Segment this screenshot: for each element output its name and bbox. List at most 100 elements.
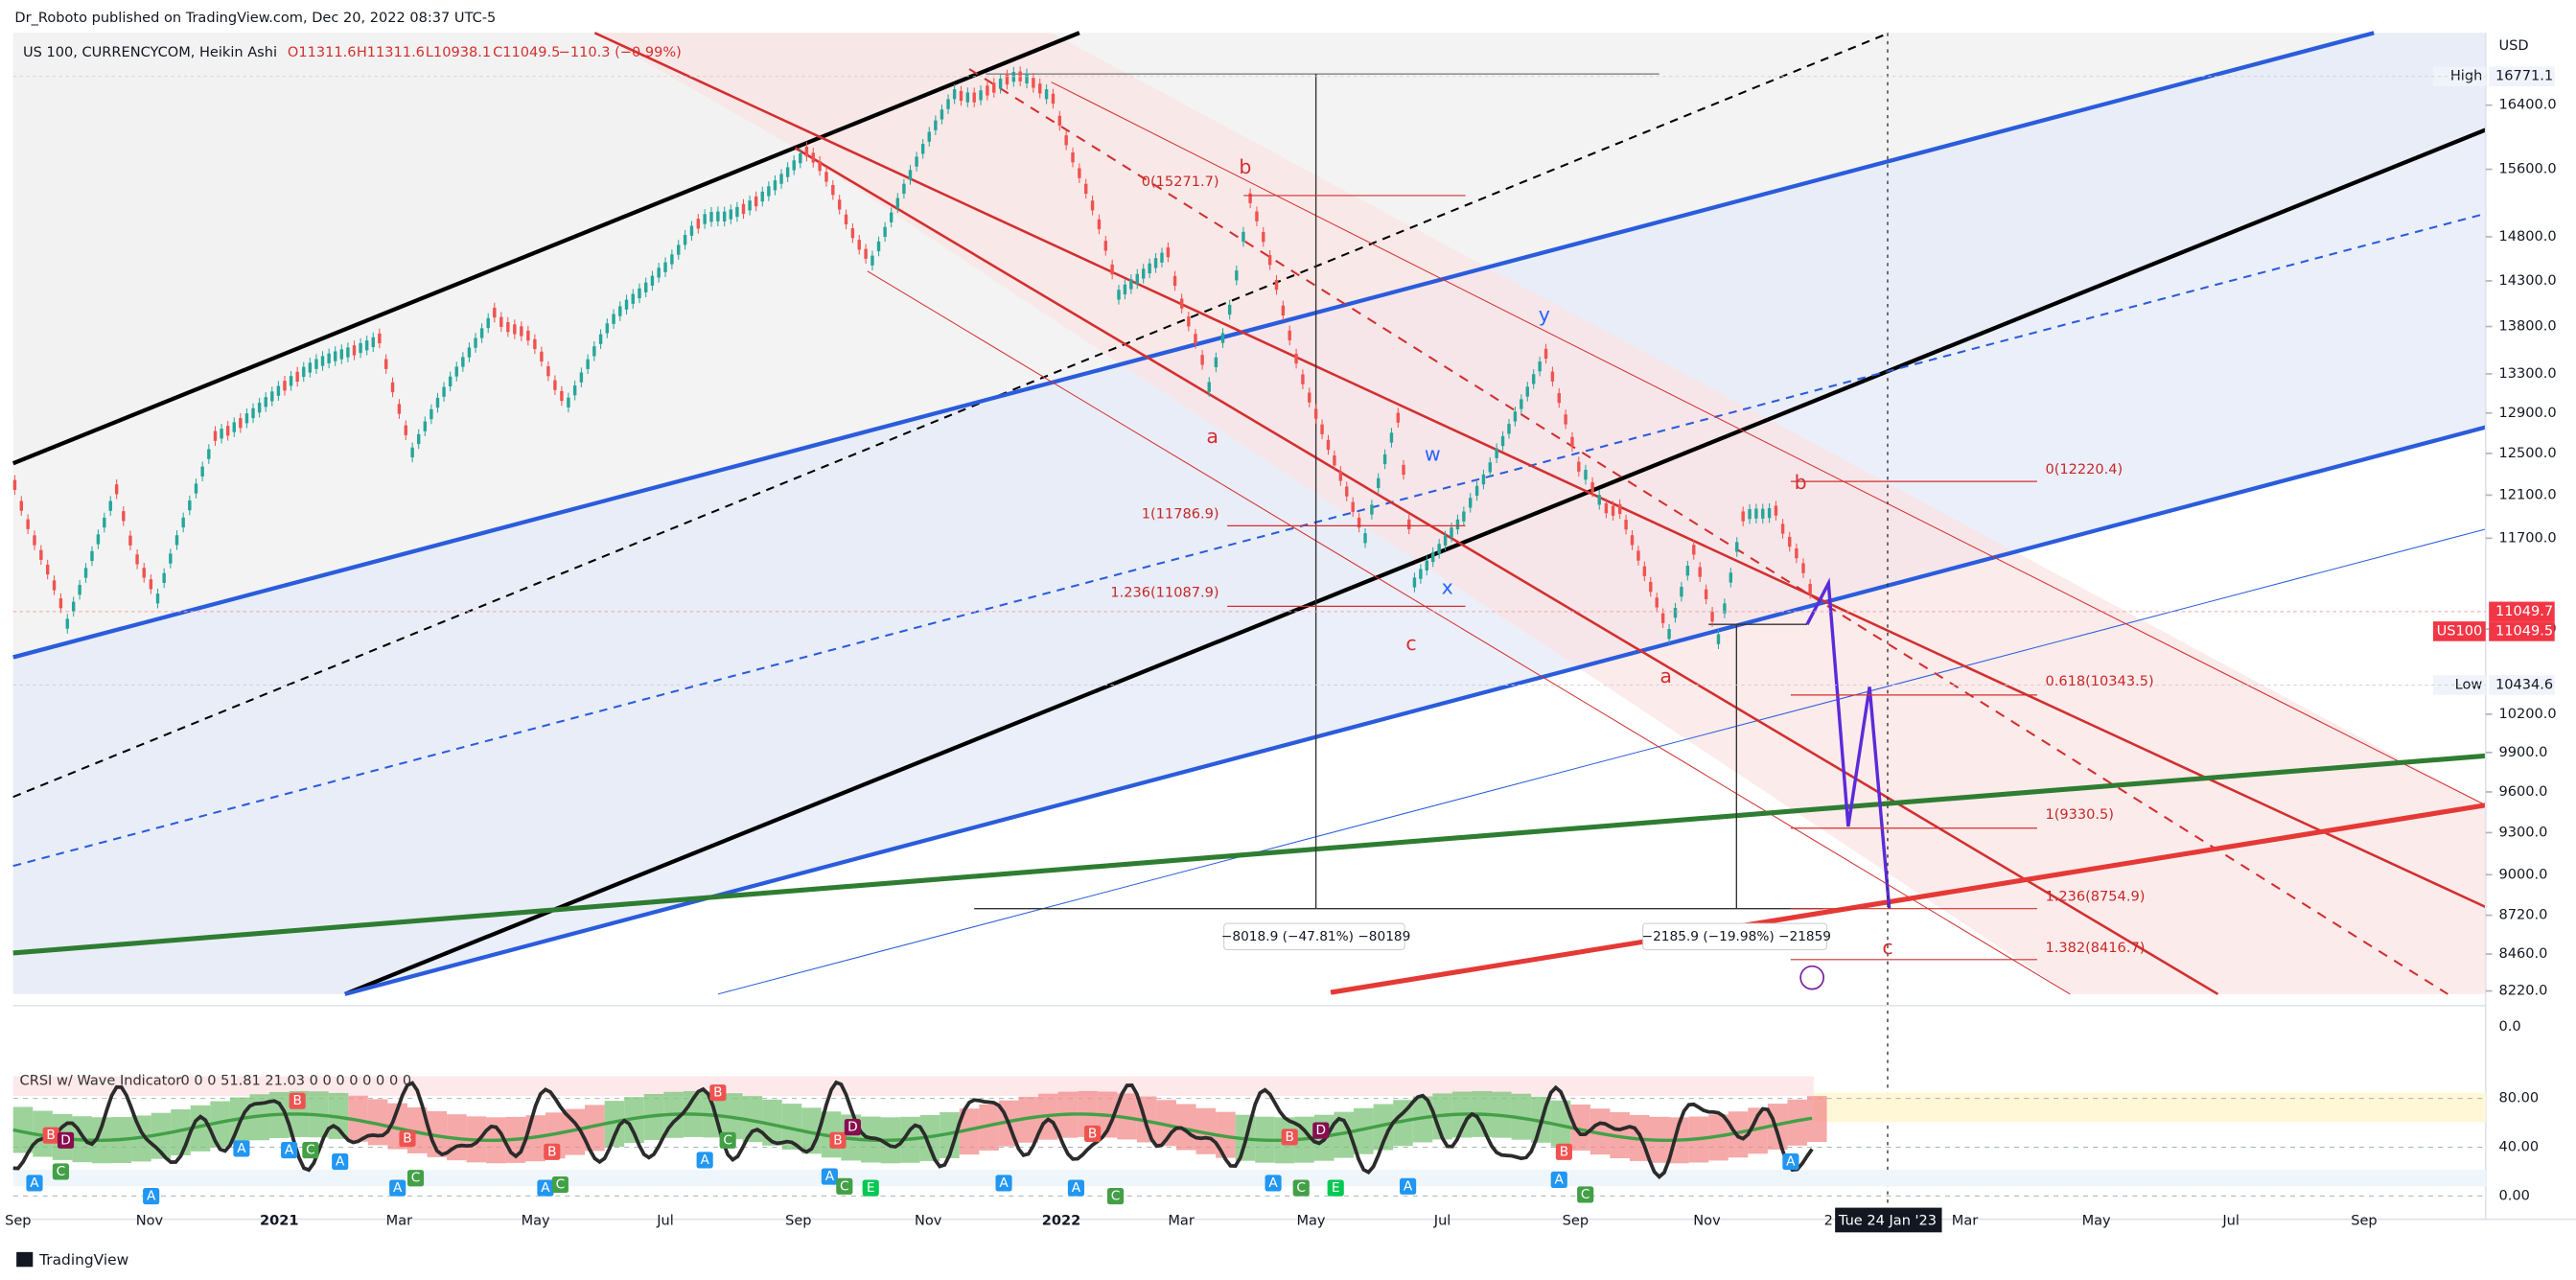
candle-body bbox=[289, 376, 293, 386]
candle-body bbox=[142, 568, 146, 578]
candle-body bbox=[45, 564, 50, 575]
blue-channel-fill bbox=[12, 33, 2486, 994]
candle-body bbox=[804, 146, 809, 157]
signal-box bbox=[1265, 1175, 1282, 1192]
y-tick-label: 12500.0 bbox=[2498, 445, 2556, 461]
candle-body bbox=[1557, 392, 1561, 404]
candle-body bbox=[598, 334, 603, 344]
event-icon[interactable] bbox=[1799, 965, 1825, 990]
signal-label: B bbox=[713, 1085, 722, 1101]
candle-body bbox=[1179, 298, 1184, 309]
fib-label: 0(15271.7) bbox=[1142, 174, 1219, 190]
candle-body bbox=[1148, 263, 1151, 274]
candle-body bbox=[618, 306, 622, 316]
candle-body bbox=[474, 337, 477, 348]
wave-label: y bbox=[1539, 303, 1550, 326]
candle-body bbox=[1214, 357, 1218, 368]
candle-body bbox=[1788, 536, 1792, 547]
candle-body bbox=[96, 534, 101, 545]
candle-body bbox=[1419, 569, 1423, 579]
candle-body bbox=[108, 500, 112, 511]
candle-body bbox=[454, 366, 458, 377]
wave-band bbox=[1334, 1111, 1355, 1158]
x-tick-label: May bbox=[1296, 1212, 1325, 1228]
candle-body bbox=[295, 371, 299, 383]
x-tick-label: Sep bbox=[785, 1212, 811, 1228]
candle-body bbox=[1370, 504, 1374, 515]
candle-body bbox=[1630, 535, 1635, 546]
candle-body bbox=[486, 317, 490, 329]
signal-box bbox=[1281, 1129, 1298, 1146]
candle-body bbox=[767, 186, 771, 197]
y-tick-label: 12100.0 bbox=[2498, 486, 2556, 502]
candle-body bbox=[1780, 524, 1785, 534]
signal-box bbox=[844, 1119, 861, 1136]
wave-label: a bbox=[1659, 664, 1672, 687]
signal-box bbox=[1555, 1143, 1572, 1160]
candle-body bbox=[533, 338, 537, 350]
candle-body bbox=[677, 244, 681, 255]
badge-tag: Low bbox=[2455, 676, 2483, 692]
candle-body bbox=[1351, 501, 1355, 512]
wave-band bbox=[12, 1106, 34, 1153]
signal-box bbox=[1312, 1122, 1330, 1139]
wave-band bbox=[1748, 1107, 1768, 1154]
candle-body bbox=[1308, 392, 1311, 403]
signal-box bbox=[836, 1177, 853, 1195]
candle-body bbox=[251, 407, 255, 419]
candle-body bbox=[818, 160, 822, 172]
candle-body bbox=[612, 314, 615, 324]
ohlc: O11311.6 bbox=[288, 44, 357, 60]
y-tick-label: 80.00 bbox=[2498, 1090, 2539, 1106]
candle-body bbox=[1513, 411, 1518, 422]
signal-box bbox=[995, 1175, 1012, 1192]
candle-body bbox=[1774, 505, 1778, 516]
candle-body bbox=[364, 340, 369, 351]
candle-body bbox=[1227, 304, 1232, 315]
candle-body bbox=[1187, 316, 1191, 327]
wave-label: b bbox=[1795, 471, 1807, 494]
candle-body bbox=[1488, 462, 1492, 473]
signal-label: B bbox=[1560, 1144, 1568, 1159]
candle-body bbox=[1172, 275, 1177, 287]
candle-body bbox=[225, 426, 230, 436]
candle-body bbox=[232, 422, 236, 432]
candle-body bbox=[103, 517, 106, 528]
candle-body bbox=[58, 598, 63, 609]
y-tick-label: 8460.0 bbox=[2498, 945, 2547, 962]
candle-body bbox=[1741, 511, 1745, 522]
candle-body bbox=[586, 359, 590, 369]
signal-box bbox=[829, 1131, 847, 1149]
x-tick-label: 2021 bbox=[260, 1212, 298, 1228]
candle-body bbox=[1129, 279, 1133, 290]
candle-body bbox=[1455, 519, 1460, 530]
signal-box bbox=[389, 1179, 406, 1197]
candle-body bbox=[435, 397, 440, 408]
signal-box bbox=[719, 1131, 736, 1149]
x-tick-label: Nov bbox=[136, 1212, 164, 1228]
signal-label: D bbox=[847, 1120, 858, 1135]
candle-body bbox=[979, 90, 983, 101]
y-tick-label: 15600.0 bbox=[2498, 161, 2556, 177]
candle-body bbox=[1110, 264, 1114, 275]
candle-body bbox=[1160, 252, 1164, 263]
ohlc: C11049.5 bbox=[493, 44, 560, 60]
candle-body bbox=[1153, 258, 1158, 268]
candle-body bbox=[638, 288, 641, 299]
candle-body bbox=[998, 79, 1003, 89]
candle-body bbox=[410, 447, 414, 458]
candle-body bbox=[1801, 563, 1805, 573]
y-tick-label: 16400.0 bbox=[2498, 97, 2556, 113]
candle-body bbox=[397, 404, 402, 414]
candle-body bbox=[194, 483, 198, 494]
candle-body bbox=[1025, 73, 1029, 84]
wave-band bbox=[427, 1110, 448, 1157]
signal-box bbox=[551, 1176, 569, 1194]
candle-body bbox=[1294, 353, 1298, 364]
trendline bbox=[12, 31, 2375, 660]
drawings bbox=[12, 31, 2487, 1217]
candle-body bbox=[811, 152, 815, 163]
fib-label: 0.618(10343.5) bbox=[2045, 673, 2153, 689]
candle-body bbox=[442, 386, 446, 397]
